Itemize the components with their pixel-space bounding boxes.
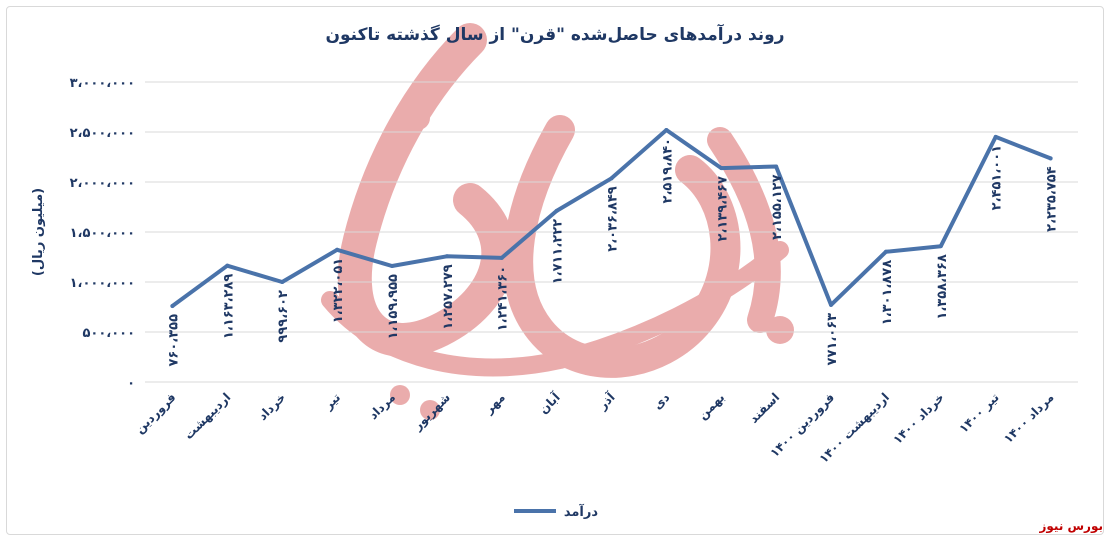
data-point — [719, 166, 724, 171]
data-label: ۱،۲۵۷،۲۷۹ — [441, 264, 456, 329]
y-tick-label: ۲،۰۰۰،۰۰۰ — [70, 176, 135, 191]
legend: درآمد — [514, 503, 598, 520]
data-label: ۱،۱۵۹،۹۵۵ — [386, 274, 401, 339]
x-tick-label: تیر ۱۴۰۰ — [956, 390, 1001, 435]
data-label: ۲،۲۳۵،۷۵۴ — [1045, 166, 1060, 231]
data-label: ۲،۵۱۹،۸۴۰ — [660, 138, 675, 203]
y-axis-label: (میلیون ریال) — [31, 188, 46, 276]
x-tick-label: مهر — [481, 390, 508, 417]
data-point — [170, 303, 175, 308]
y-tick-label: ۲،۵۰۰،۰۰۰ — [70, 126, 135, 141]
data-point — [774, 164, 779, 169]
data-point — [444, 254, 449, 259]
series-layer — [170, 128, 1053, 308]
data-point — [938, 244, 943, 249]
data-label: ۲،۰۳۶،۸۴۹ — [606, 186, 621, 251]
y-tick-label: ۳،۰۰۰،۰۰۰ — [70, 76, 135, 91]
x-tick-label: خرداد — [255, 390, 288, 423]
data-label: ۱،۱۶۳،۲۸۹ — [221, 274, 236, 339]
data-point — [280, 280, 285, 285]
data-point — [389, 264, 394, 269]
x-axis-categories: فروردین اردیبهشت خرداد تیر مرداد شهریور مهر آبا… — [132, 389, 1056, 466]
x-tick-label: آبان — [536, 389, 564, 417]
x-tick-label: شهریور — [410, 390, 454, 434]
data-label: ۹۹۹،۶۰۲ — [276, 290, 291, 343]
x-tick-label: خرداد ۱۴۰۰ — [890, 390, 947, 447]
data-point — [1048, 156, 1053, 161]
x-tick-label: مرداد ۱۴۰۰ — [1001, 390, 1057, 446]
data-point — [664, 128, 669, 133]
data-point — [499, 255, 504, 260]
x-tick-label: دی — [650, 390, 672, 412]
y-tick-label: ۵۰۰،۰۰۰ — [82, 326, 135, 341]
data-point — [225, 263, 230, 268]
data-point — [993, 134, 998, 139]
x-tick-label: اردیبهشت — [182, 390, 234, 442]
data-label: ۲،۱۵۵،۱۲۷ — [770, 174, 785, 239]
data-label: ۷۷۱،۰۶۳ — [825, 313, 840, 366]
chart-title: روند درآمدهای حاصل‌شده "قرن" از سال گذشت… — [325, 23, 784, 45]
y-tick-label: ۰ — [127, 376, 135, 391]
data-point — [883, 249, 888, 254]
y-tick-label: ۱،۵۰۰،۰۰۰ — [70, 226, 135, 241]
brand-mark: بورس نیوز — [1038, 519, 1103, 534]
data-point — [335, 247, 340, 252]
x-tick-label: آذر — [594, 389, 618, 413]
data-label: ۱،۳۰۱،۸۷۸ — [880, 260, 895, 325]
legend-entry: درآمد — [564, 503, 598, 520]
chart-frame — [6, 6, 1104, 535]
data-point — [829, 302, 834, 307]
data-label: ۲،۱۳۹،۴۶۷ — [715, 176, 730, 241]
data-label: ۲،۴۵۱،۰۰۱ — [990, 145, 1005, 210]
value-labels: ۷۶۰،۳۵۵ ۱،۱۶۳،۲۸۹ ۹۹۹،۶۰۲ ۱،۳۲۲،۰۵۱ ۱،۱۵۹،۹۵… — [166, 138, 1059, 366]
watermark-logo — [321, 23, 794, 420]
data-label: ۱،۷۱۱،۲۲۲ — [551, 219, 566, 284]
gridlines — [145, 81, 1078, 383]
y-tick-label: ۱،۰۰۰،۰۰۰ — [70, 276, 135, 291]
data-label: ۱،۳۵۸،۳۶۸ — [935, 254, 950, 319]
data-label: ۷۶۰،۳۵۵ — [166, 314, 181, 367]
data-label: ۱،۳۲۲،۰۵۱ — [331, 258, 346, 323]
data-label: ۱،۲۴۱،۳۶۰ — [496, 266, 511, 331]
y-axis-ticks: ۰ ۵۰۰،۰۰۰ ۱،۰۰۰،۰۰۰ ۱،۵۰۰،۰۰۰ ۲،۰۰۰،۰۰۰ ۲،۵۰۰… — [70, 76, 135, 391]
x-tick-label: تیر — [321, 390, 344, 413]
x-tick-label: اسفند — [747, 390, 783, 426]
data-point — [554, 208, 559, 213]
x-tick-label: بهمن — [695, 390, 727, 422]
data-point — [609, 176, 614, 181]
x-tick-label: فروردین — [132, 390, 179, 437]
